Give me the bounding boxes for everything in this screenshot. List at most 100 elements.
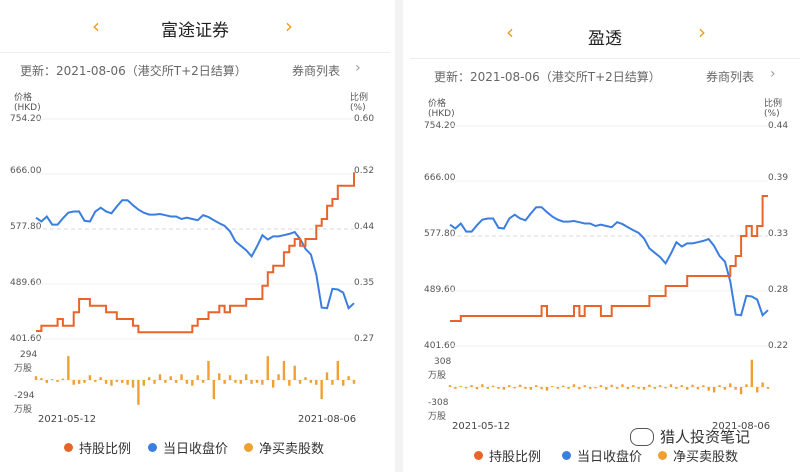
net-bar [481,384,484,387]
net-bar [551,386,554,388]
broker-list-link[interactable]: 券商列表 [292,64,341,78]
broker-list-link[interactable]: 券商列表 [706,70,755,84]
close-price-line [449,206,769,317]
net-bar [513,387,516,389]
net-bar [626,387,630,390]
net-bar [540,387,543,390]
net-bar [336,360,340,380]
net-bar [266,356,269,380]
net-bar [556,387,559,389]
y-left-tick: 489.60 [424,285,456,295]
net-bar [261,380,264,385]
bar-tick-bottom: -308 [428,398,449,408]
net-bar [707,387,710,391]
net-bar [680,385,683,387]
net-bar [632,385,635,387]
net-bar [659,385,662,387]
net-bar [185,380,189,384]
chevron-right-icon[interactable]: › [770,66,776,82]
net-bar [739,387,743,395]
net-bar [196,375,199,380]
net-bar [115,380,119,382]
net-bar [104,380,108,384]
prev-broker-icon[interactable]: ‹ [92,14,100,38]
y-right-tick: 0.52 [354,166,375,176]
net-bar [475,387,479,390]
y-right-tick: 0.39 [768,173,789,183]
net-bar [61,378,65,380]
y-left-tick: 754.20 [424,121,456,131]
net-bar [637,387,640,389]
net-bar [174,380,178,383]
update-text: 更新：2021-08-06（港交所T+2日结算） [20,64,247,78]
net-bar [352,380,356,384]
legend-item-net: 净买卖股数 [244,438,324,457]
net-bar [761,382,764,387]
net-bar [137,380,140,405]
net-bar [342,380,345,386]
y-left-label: 价格 (HKD) [14,93,41,113]
net-bar [218,373,221,380]
y-right-tick: 0.60 [354,114,375,124]
net-bar [524,387,527,389]
net-bar [561,385,565,387]
chevron-right-icon[interactable]: › [355,60,361,76]
y-right-tick: 0.27 [354,334,375,344]
net-bar [508,385,511,387]
update-text: 更新：2021-08-06（港交所T+2日结算） [434,70,661,84]
panel-title: 富途证券 [161,21,229,41]
net-bar [40,378,43,380]
net-bar [304,377,307,380]
net-bar [745,384,748,387]
y-left-tick: 666.00 [10,166,42,176]
holdings-chart [34,118,356,405]
y-left-tick: 577.80 [10,222,42,232]
net-bar [567,387,570,389]
net-bar [691,384,694,387]
holdings-chart [448,125,770,395]
next-broker-icon[interactable]: › [285,14,293,38]
net-bar [464,387,468,389]
watermark: 猎人投资笔记 [630,426,750,447]
net-bar [696,387,700,390]
y-right-label: 比例 (%) [764,99,783,119]
net-bar [486,387,489,389]
net-bar [315,380,318,385]
x-end-label: 2021-08-06 [298,414,357,425]
y-right-tick: 0.22 [768,341,789,351]
net-bar [250,380,253,384]
net-bar [702,385,705,387]
net-bar [191,380,194,386]
net-bar [454,387,457,389]
net-bar [491,385,495,387]
net-bar [255,380,259,383]
legend-item-holding: 持股比例 [64,438,131,457]
net-bar [675,387,678,389]
net-bar [599,385,603,387]
y-left-tick: 666.00 [424,173,456,183]
net-bar [298,380,302,384]
net-bar [207,360,210,380]
net-bar [621,384,624,387]
y-left-tick: 754.20 [10,114,42,124]
net-bar [94,380,97,382]
next-broker-icon[interactable]: › [698,20,706,44]
net-bar [164,380,167,383]
net-bar [518,384,522,387]
bar-tick-top-unit: 万股 [428,371,447,381]
bar-tick-bottom: -294 [14,391,35,401]
prev-broker-icon[interactable]: ‹ [506,20,514,44]
net-bar [712,387,716,393]
net-bar [497,387,500,389]
legend-dot [244,443,253,452]
x-start-label: 2021-05-12 [38,414,97,425]
net-bar [459,386,462,388]
net-bar [325,372,329,380]
legend-dot [562,451,571,460]
y-left-tick: 577.80 [424,229,456,239]
net-bar [664,387,667,389]
y-left-tick: 489.60 [10,278,42,288]
net-bar [572,384,576,387]
net-bar [271,380,275,388]
net-bar [88,375,92,380]
